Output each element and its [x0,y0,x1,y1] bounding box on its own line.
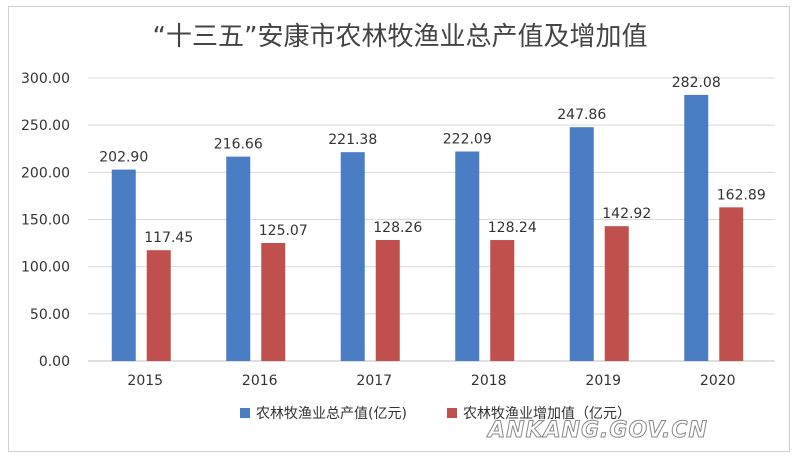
data-label: 142.92 [602,206,651,222]
bar-value-added [375,240,400,361]
x-tick-label: 2017 [356,373,392,389]
value-labels: 202.90 117.45 216.66 125.07 221.38 128.26 222.… [99,75,766,246]
y-axis: 0.00 50.00 100.00 150.00 200.00 250.00 300.00 [21,71,70,370]
legend-label: 农林牧渔业增加值（亿元） [463,406,631,422]
data-label: 221.38 [328,132,377,148]
data-label: 202.90 [99,150,148,166]
y-tick-label: 50.00 [30,307,70,323]
y-tick-label: 200.00 [21,165,70,181]
bar-total-output [569,127,594,362]
y-tick-label: 150.00 [21,213,70,229]
bar-total-output [684,94,709,361]
legend-swatch [240,408,250,418]
x-tick-label: 2020 [700,373,736,389]
bar-total-output [340,152,365,361]
bar-value-added [604,226,629,361]
data-label: 222.09 [443,131,492,147]
x-tick-label: 2015 [127,373,163,389]
data-label: 128.24 [488,220,537,236]
data-label: 117.45 [144,230,193,246]
bars [111,94,744,362]
data-label: 125.07 [259,223,308,239]
x-tick-label: 2018 [471,373,507,389]
y-tick-label: 300.00 [21,71,70,87]
bar-total-output [455,151,480,361]
y-tick-label: 0.00 [39,354,70,370]
bar-total-output [226,156,251,361]
bar-value-added [146,250,171,361]
x-axis: 2015 2016 2017 2018 2019 2020 [127,373,735,389]
watermark: ANKANG.GOV.CN [486,418,708,443]
bar-value-added [261,243,286,361]
bar-value-added [719,207,744,361]
data-label: 162.89 [717,187,766,203]
data-label: 128.26 [373,220,422,236]
y-tick-label: 250.00 [21,118,70,134]
legend-swatch [447,408,457,418]
data-label: 216.66 [214,137,263,153]
data-label: 247.86 [557,107,606,123]
y-tick-label: 100.00 [21,260,70,276]
gridlines [88,77,775,362]
legend: 农林牧渔业总产值(亿元) 农林牧渔业增加值（亿元） [240,406,631,422]
legend-label: 农林牧渔业总产值(亿元) [256,406,407,422]
x-tick-label: 2016 [242,373,278,389]
bar-value-added [490,240,515,361]
x-tick-label: 2019 [585,373,621,389]
chart-title: “十三五”安康市农林牧渔业总产值及增加值 [153,22,648,52]
bar-total-output [111,169,136,361]
chart-frame [8,6,790,452]
data-label: 282.08 [672,75,721,91]
